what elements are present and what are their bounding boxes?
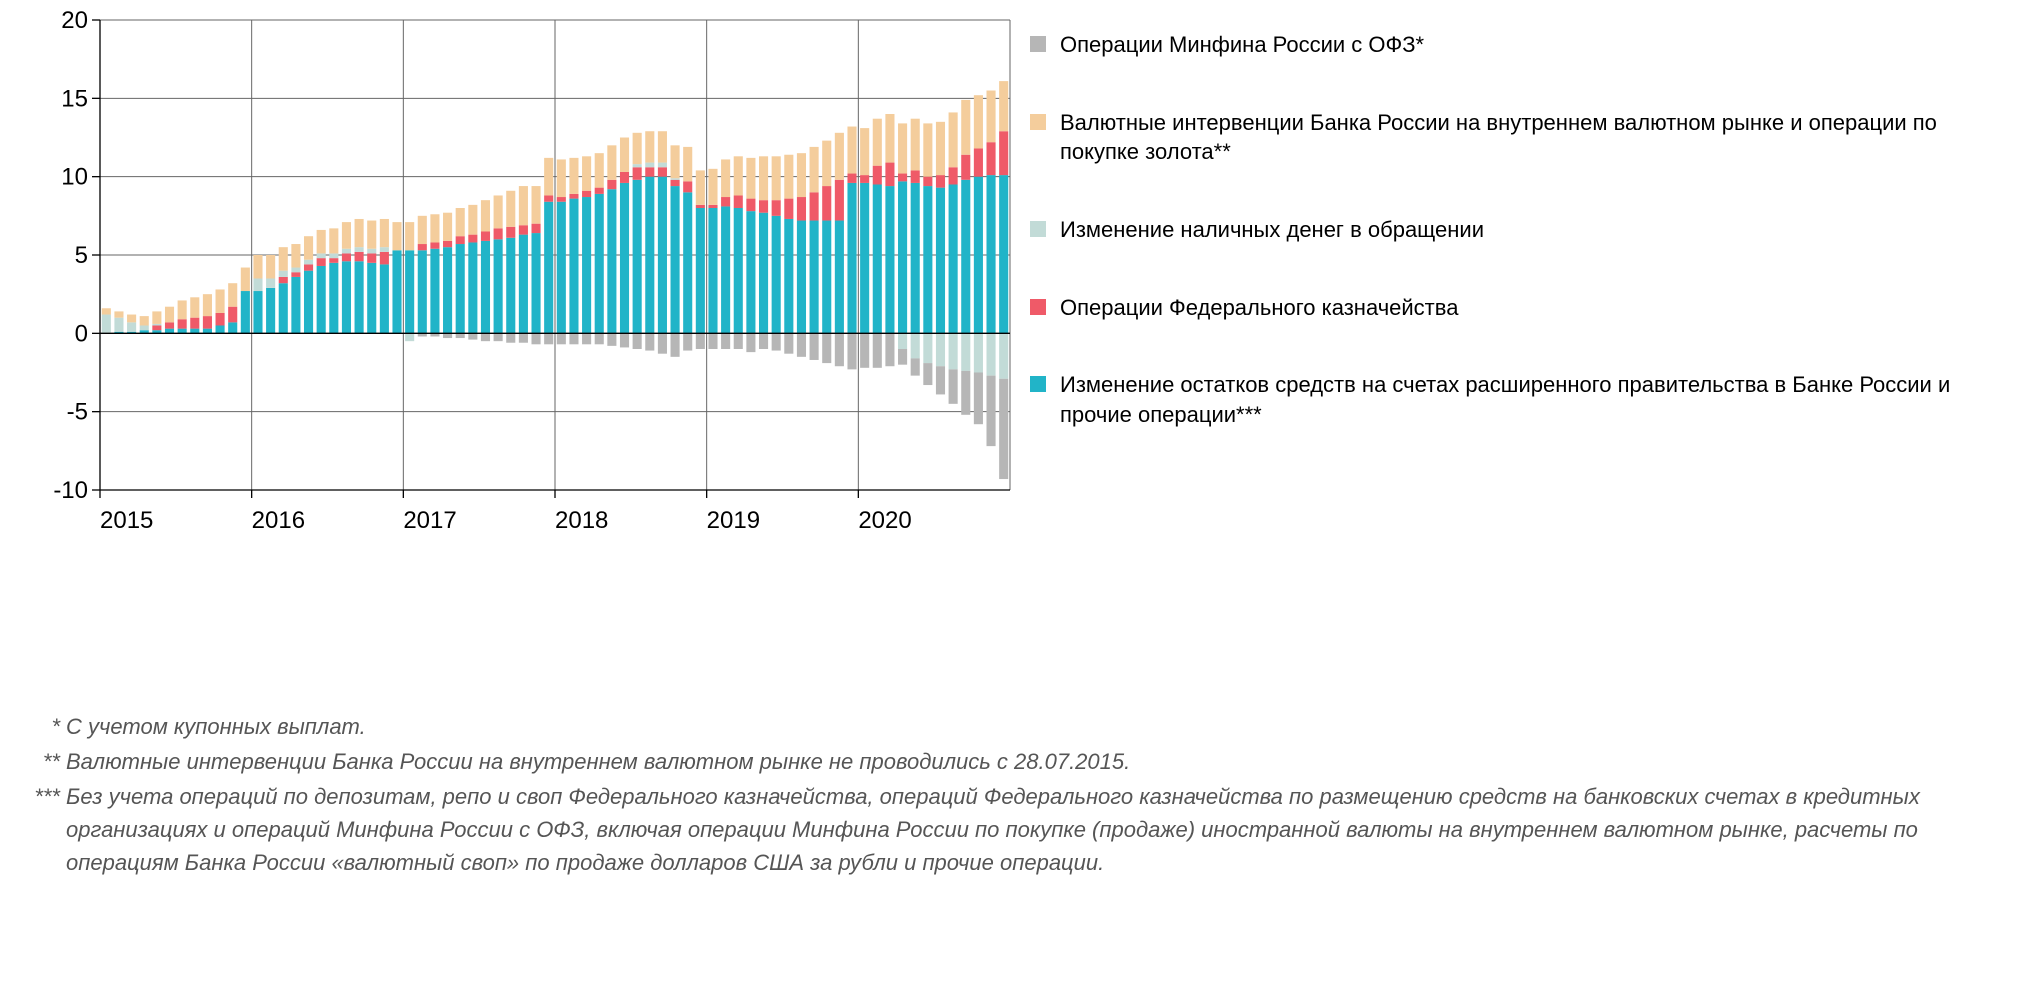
footnote-text: Без учета операций по депозитам, репо и …	[66, 780, 1980, 879]
legend-label: Изменение остатков средств на счетах рас…	[1060, 370, 2010, 429]
legend-swatch	[1030, 221, 1046, 237]
legend-label: Операции Минфина России с ОФЗ*	[1060, 30, 2010, 60]
svg-text:2020: 2020	[858, 507, 911, 534]
svg-text:2016: 2016	[252, 507, 305, 534]
footnote-text: С учетом купонных выплат.	[66, 710, 1980, 743]
stacked-bar-chart: -10 -5 0 5 10 15 20 2015 2016 2017 2018 2019 2020	[30, 0, 1030, 550]
legend-label: Изменение наличных денег в обращении	[1060, 215, 2010, 245]
svg-text:20: 20	[61, 7, 88, 34]
svg-text:-10: -10	[53, 477, 88, 504]
footnote-text: Валютные интервенции Банка России на вну…	[66, 745, 1980, 778]
legend-label: Операции Федерального казначейства	[1060, 293, 2010, 323]
legend-swatch	[1030, 36, 1046, 52]
svg-text:15: 15	[61, 85, 88, 112]
svg-text:-5: -5	[67, 399, 88, 426]
svg-text:2018: 2018	[555, 507, 608, 534]
legend-item-ofz: Операции Минфина России с ОФЗ*	[1030, 30, 2010, 60]
page-root: -10 -5 0 5 10 15 20 2015 2016 2017 2018 2019 2020 Оп…	[0, 0, 2042, 989]
legend-item-cash: Изменение наличных денег в обращении	[1030, 215, 2010, 245]
svg-text:5: 5	[75, 242, 88, 269]
footnote-3: ***Без учета операций по депозитам, репо…	[20, 780, 1980, 879]
legend-swatch	[1030, 299, 1046, 315]
chart-container: -10 -5 0 5 10 15 20 2015 2016 2017 2018 2019 2020	[30, 0, 1030, 550]
svg-text:0: 0	[75, 320, 88, 347]
footnote-1: *С учетом купонных выплат.	[20, 710, 1980, 743]
legend-item-fx_gold: Валютные интервенции Банка России на вну…	[1030, 108, 2010, 167]
footnote-marker: **	[20, 745, 60, 778]
footnote-marker: *	[20, 710, 60, 743]
legend-swatch	[1030, 376, 1046, 392]
footnote-marker: ***	[20, 780, 60, 813]
legend-item-gov_accounts: Изменение остатков средств на счетах рас…	[1030, 370, 2010, 429]
svg-text:10: 10	[61, 164, 88, 191]
svg-text:2015: 2015	[100, 507, 153, 534]
legend-item-treasury: Операции Федерального казначейства	[1030, 293, 2010, 323]
legend: Операции Минфина России с ОФЗ* Валютные и…	[1030, 30, 2010, 478]
svg-text:2019: 2019	[707, 507, 760, 534]
footnotes: *С учетом купонных выплат.**Валютные инт…	[20, 710, 1980, 881]
footnote-2: **Валютные интервенции Банка России на в…	[20, 745, 1980, 778]
legend-label: Валютные интервенции Банка России на вну…	[1060, 108, 2010, 167]
legend-swatch	[1030, 114, 1046, 130]
svg-text:2017: 2017	[403, 507, 456, 534]
